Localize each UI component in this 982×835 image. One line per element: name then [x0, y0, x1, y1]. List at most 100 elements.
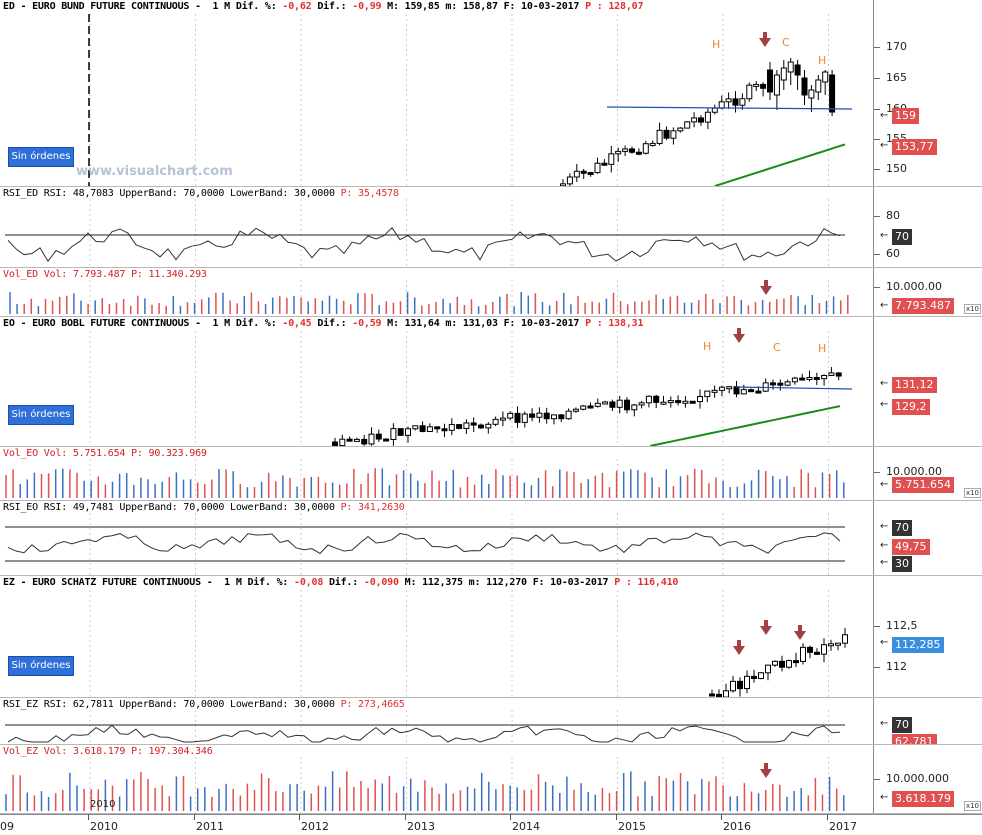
volume-tag: 3.618.179: [892, 791, 954, 807]
bobl-volume-chart: [5, 459, 845, 500]
schatz-rsi-panel: RSI_EZ RSI: 62,7811 UpperBand: 70,0000 L…: [0, 698, 982, 745]
candle-body: [682, 400, 689, 404]
down-arrow-icon: [760, 769, 772, 778]
lower-band-tag: 30: [892, 556, 912, 572]
rsi-axis: ← 70 62,781: [873, 698, 982, 744]
candle-body: [601, 162, 608, 166]
year-label: 09: [0, 820, 14, 833]
candle-body: [368, 433, 375, 445]
candle-body: [794, 64, 801, 76]
pattern-label-c: C: [782, 36, 790, 49]
candle-body: [572, 408, 579, 412]
candle-body: [622, 148, 629, 152]
down-arrow-icon: [798, 625, 802, 632]
candle-body: [635, 151, 642, 155]
candle-body: [608, 153, 615, 165]
candle-body: [656, 129, 663, 144]
down-arrow-icon: [759, 38, 771, 47]
candle-body: [691, 117, 698, 123]
candle-body: [813, 376, 820, 380]
bund-rsi-panel: RSI_ED RSI: 48,7083 UpperBand: 70,0000 L…: [0, 187, 982, 268]
year-label: 2015: [616, 814, 646, 833]
candle-body: [718, 386, 725, 391]
volume-pointer-icon: ←: [880, 479, 889, 490]
candle-body: [653, 395, 660, 403]
rsi-line: [7, 227, 841, 263]
candle-body: [828, 372, 835, 376]
year-label: 2014: [510, 814, 540, 833]
band-pointer-icon: ←: [880, 718, 889, 729]
candle-body: [807, 646, 813, 653]
candle-body: [361, 438, 368, 445]
candle-body: [765, 664, 771, 674]
bobl-header: EO - EURO BOBL FUTURE CONTINUOUS - 1 M D…: [3, 318, 644, 329]
candle-body: [594, 402, 601, 407]
upper-band-tag: 70: [892, 229, 912, 245]
no-orders-button[interactable]: Sin órdenes: [8, 656, 74, 676]
candle-body: [684, 121, 691, 129]
volume-pointer-icon: ←: [880, 300, 889, 311]
price-tick: 112: [874, 660, 907, 673]
pattern-label-h-right: H: [818, 54, 827, 67]
neckline: [735, 386, 853, 390]
candle-body: [677, 127, 684, 132]
ma-pointer-icon: ←: [880, 399, 889, 410]
close-pointer-icon: ←: [880, 378, 889, 389]
rsi-axis: ← 70 ← 49,75 ← 30: [873, 501, 982, 575]
candle-body: [711, 107, 718, 113]
candle-body: [755, 390, 762, 394]
candle-body: [767, 69, 773, 93]
candle-body: [566, 176, 573, 185]
candle-body: [773, 74, 780, 96]
candle-body: [753, 83, 760, 87]
price-tick: 165: [874, 71, 907, 84]
candle-body: [514, 412, 521, 423]
candle-body: [716, 693, 722, 697]
candle-body: [786, 660, 792, 668]
no-orders-button[interactable]: Sin órdenes: [8, 405, 74, 425]
bund-price-panel: ED - EURO BUND FUTURE CONTINUOUS - 1 M D…: [0, 0, 982, 187]
candle-body: [814, 651, 820, 655]
candle-body: [730, 680, 736, 692]
candle-body: [793, 660, 799, 664]
candle-body: [412, 425, 419, 430]
moving-average-tag: 129,2: [892, 399, 930, 415]
down-arrow-icon: [764, 763, 768, 770]
upper-band-tag: 70: [892, 717, 912, 733]
candle-body: [726, 386, 733, 390]
candle-body: [580, 405, 587, 410]
candle-body: [725, 98, 732, 103]
bobl-rsi-chart: [5, 513, 845, 575]
volume-tag: 5.751.654: [892, 477, 954, 493]
candle-body: [616, 399, 623, 408]
schatz-rsi-header: RSI_EZ RSI: 62,7811 UpperBand: 70,0000 L…: [3, 699, 405, 710]
no-orders-button[interactable]: Sin órdenes: [8, 147, 74, 167]
candle-body: [573, 170, 580, 178]
close-price-tag: 112,285: [892, 637, 944, 653]
candle-body: [339, 438, 346, 446]
rsi-pointer-icon: ←: [880, 540, 889, 551]
bund-rsi-header: RSI_ED RSI: 48,7083 UpperBand: 70,0000 L…: [3, 188, 399, 199]
candle-body: [842, 634, 848, 644]
candle-body: [835, 372, 842, 377]
candle-body: [529, 413, 536, 418]
down-arrow-icon: [760, 626, 772, 635]
price-tick: 112,5: [874, 619, 918, 632]
bobl-price-axis: ← 131,12 ← 129,2: [873, 317, 982, 446]
candle-body: [787, 61, 794, 73]
candle-body: [580, 170, 587, 174]
price-tick: 170: [874, 40, 907, 53]
volume-pointer-icon: ←: [880, 792, 889, 803]
volume-tick: 10.000.000: [874, 772, 949, 785]
neckline: [606, 106, 853, 110]
candle-body: [521, 413, 528, 423]
close-price-tag: 159: [892, 108, 919, 124]
schatz-rsi-chart: [5, 710, 845, 744]
candle-body: [609, 401, 616, 408]
candle-body: [602, 401, 609, 405]
candle-body: [434, 426, 441, 430]
moving-average-line: [714, 143, 846, 186]
candle-body: [806, 376, 813, 380]
pattern-label-h-left: H: [703, 340, 712, 353]
candle-body: [718, 101, 725, 109]
